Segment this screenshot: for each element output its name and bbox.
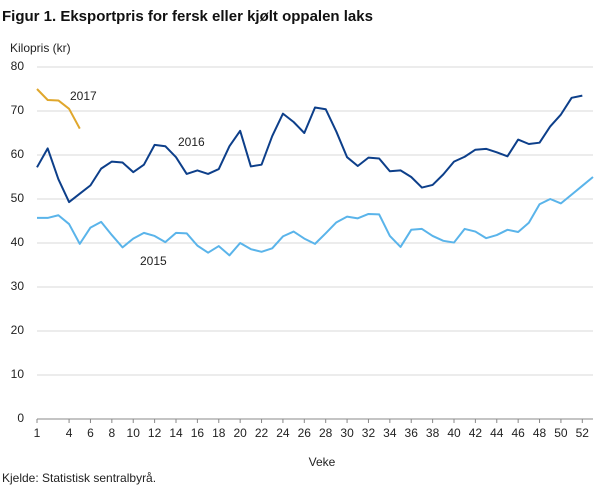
x-axis-label: Veke — [309, 455, 336, 469]
x-tick-label: 10 — [127, 426, 141, 440]
x-tick-label: 26 — [298, 426, 312, 440]
x-tick-label: 12 — [148, 426, 162, 440]
x-tick-label: 24 — [276, 426, 290, 440]
y-tick-label: 60 — [11, 147, 25, 161]
y-tick-label: 80 — [11, 59, 25, 73]
x-tick-label: 30 — [340, 426, 354, 440]
series-line — [36, 88, 81, 130]
x-tick-label: 20 — [233, 426, 247, 440]
x-tick-label: 16 — [191, 426, 205, 440]
series-label: 2017 — [70, 89, 97, 103]
x-tick-label: 44 — [490, 426, 504, 440]
y-axis-label: Kilopris (kr) — [10, 41, 71, 55]
series-label: 2016 — [178, 135, 205, 149]
x-tick-label: 42 — [469, 426, 483, 440]
y-tick-label: 10 — [11, 367, 25, 381]
x-tick-label: 1 — [34, 426, 41, 440]
x-tick-label: 18 — [212, 426, 226, 440]
x-tick-label: 22 — [255, 426, 269, 440]
x-tick-label: 40 — [447, 426, 461, 440]
series-label: 2015 — [140, 254, 167, 268]
x-tick-label: 14 — [169, 426, 183, 440]
source: Kjelde: Statistisk sentralbyrå. — [2, 471, 156, 485]
x-tick-label: 38 — [426, 426, 440, 440]
x-tick-label: 28 — [319, 426, 333, 440]
x-tick-label: 4 — [66, 426, 73, 440]
x-tick-label: 32 — [362, 426, 376, 440]
y-tick-label: 20 — [11, 323, 25, 337]
x-tick-label: 6 — [87, 426, 94, 440]
y-tick-label: 30 — [11, 279, 25, 293]
x-tick-label: 34 — [383, 426, 397, 440]
x-tick-label: 46 — [511, 426, 525, 440]
y-tick-label: 40 — [11, 235, 25, 249]
chart-title: Figur 1. Eksportpris for fersk eller kjø… — [2, 8, 373, 25]
x-tick-label: 8 — [109, 426, 116, 440]
x-tick-label: 52 — [576, 426, 590, 440]
y-tick-label: 0 — [17, 411, 24, 425]
series-line — [36, 94, 583, 204]
x-tick-label: 36 — [405, 426, 419, 440]
series-line — [37, 176, 594, 257]
y-tick-label: 70 — [11, 103, 25, 117]
x-tick-label: 50 — [554, 426, 568, 440]
x-tick-label: 48 — [533, 426, 547, 440]
y-tick-label: 50 — [11, 191, 25, 205]
